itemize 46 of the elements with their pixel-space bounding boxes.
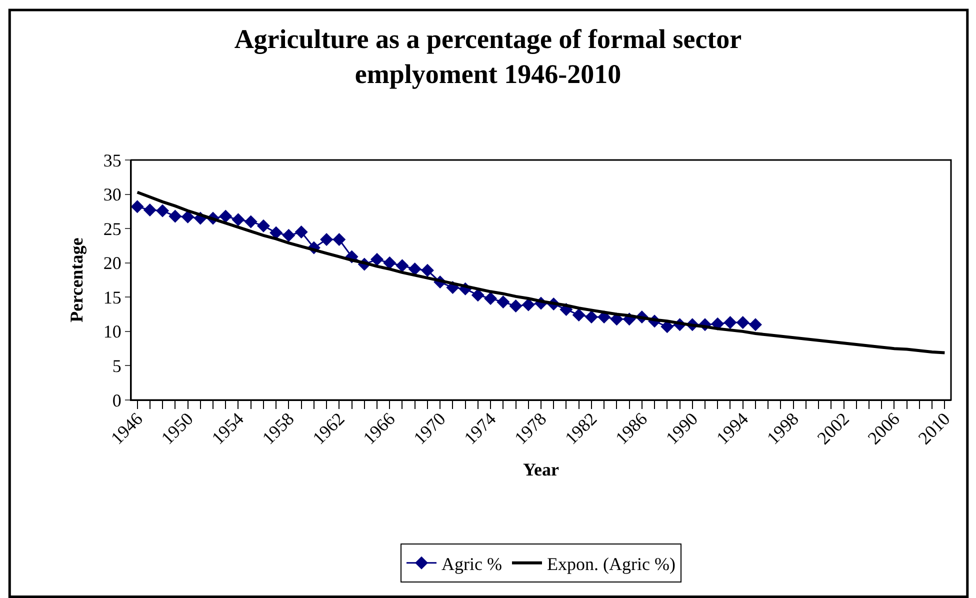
y-axis-title: Percentage bbox=[66, 238, 87, 322]
y-tick-label: 35 bbox=[103, 150, 122, 170]
point bbox=[332, 233, 346, 246]
point bbox=[496, 295, 510, 308]
y-tick-label: 20 bbox=[103, 253, 122, 274]
point bbox=[181, 210, 194, 224]
line-series bbox=[136, 190, 946, 354]
point bbox=[509, 300, 522, 313]
x-tick-label: 1982 bbox=[561, 408, 601, 448]
point bbox=[320, 233, 334, 246]
point bbox=[471, 288, 484, 302]
point bbox=[156, 204, 170, 218]
y-tick-label: 5 bbox=[112, 356, 122, 376]
x-tick-label: 1978 bbox=[510, 408, 550, 448]
point bbox=[736, 316, 750, 330]
point bbox=[131, 200, 144, 214]
point bbox=[724, 316, 737, 330]
chart-title: Agriculture as a percentage of formal sector emplyoment 1946-2010 bbox=[234, 24, 742, 89]
point bbox=[282, 228, 296, 242]
point bbox=[420, 264, 434, 277]
y-tick-label: 0 bbox=[112, 390, 122, 410]
point bbox=[522, 298, 535, 312]
point bbox=[484, 292, 498, 306]
y-tick-label: 25 bbox=[103, 218, 122, 239]
point bbox=[584, 310, 598, 324]
point bbox=[396, 259, 409, 272]
legend-label: Expon. (Agric %) bbox=[546, 554, 676, 574]
point bbox=[270, 226, 283, 240]
point bbox=[572, 308, 586, 322]
point bbox=[660, 320, 674, 334]
point bbox=[256, 219, 270, 232]
legend-label: Agric % bbox=[442, 554, 502, 574]
point bbox=[383, 256, 396, 270]
x-axis-title: Year bbox=[523, 459, 559, 480]
point bbox=[244, 215, 258, 228]
y-tick-label: 10 bbox=[103, 322, 122, 342]
point bbox=[168, 210, 182, 223]
y-tick-label: 15 bbox=[103, 287, 122, 308]
point bbox=[748, 318, 762, 332]
point bbox=[294, 226, 308, 238]
point bbox=[219, 210, 232, 223]
point bbox=[143, 204, 156, 217]
point bbox=[408, 262, 422, 276]
y-tick-label: 30 bbox=[103, 184, 122, 205]
point bbox=[232, 213, 245, 226]
point bbox=[370, 252, 384, 266]
